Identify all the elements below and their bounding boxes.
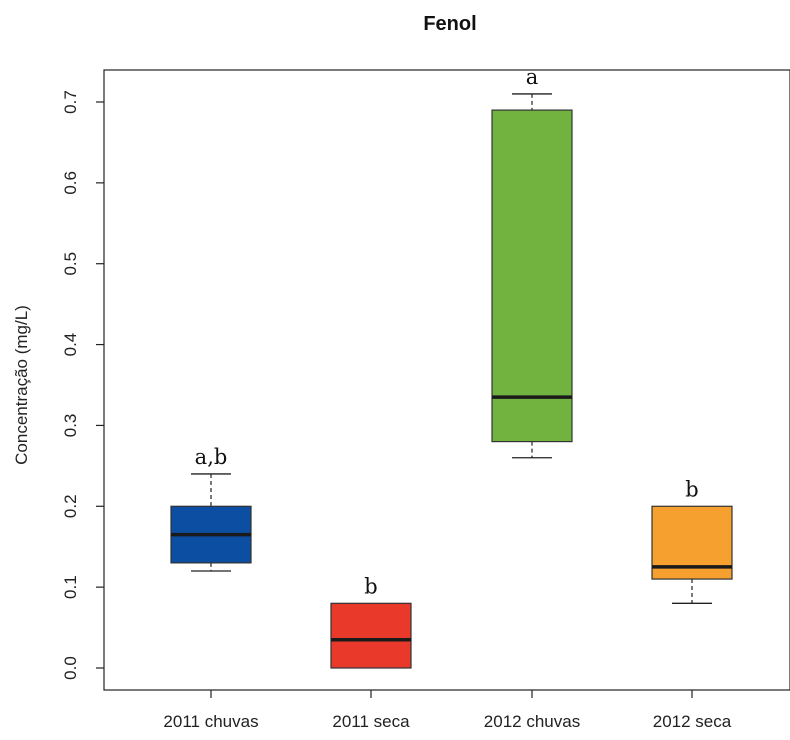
boxes-layer: a,b b a b (170, 65, 733, 669)
significance-label: a,b (195, 445, 228, 469)
y-axis-label: Concentração (mg/L) (12, 305, 31, 465)
significance-label: a (526, 65, 539, 89)
x-tick-label: 2011 chuvas (163, 712, 258, 731)
significance-label: b (685, 477, 698, 501)
box-group: b (651, 477, 733, 604)
x-tick-label: 2011 seca (332, 712, 410, 731)
y-tick-label: 0.2 (61, 494, 80, 518)
x-tick-label: 2012 chuvas (484, 712, 580, 731)
chart-title: Fenol (423, 13, 476, 35)
y-tick-label: 0.5 (61, 252, 80, 276)
box-group: b (330, 574, 412, 669)
box-group: a,b (170, 445, 252, 572)
y-tick-label: 0.1 (61, 575, 80, 599)
x-axis: 2011 chuvas 2011 seca 2012 chuvas 2012 seca (163, 690, 732, 731)
x-tick-label: 2012 seca (653, 712, 732, 731)
plot-frame (103, 69, 790, 691)
box-iqr (491, 109, 573, 443)
y-tick-label: 0.0 (61, 656, 80, 680)
y-tick-label: 0.4 (61, 333, 80, 357)
y-axis: 0.0 0.1 0.2 0.3 0.4 0.5 0.6 0.7 (61, 90, 104, 680)
y-tick-label: 0.3 (61, 414, 80, 438)
box-group: a (491, 65, 573, 459)
y-tick-label: 0.7 (61, 90, 80, 114)
box-iqr (330, 602, 412, 669)
significance-label: b (364, 574, 377, 598)
y-tick-label: 0.6 (61, 171, 80, 195)
